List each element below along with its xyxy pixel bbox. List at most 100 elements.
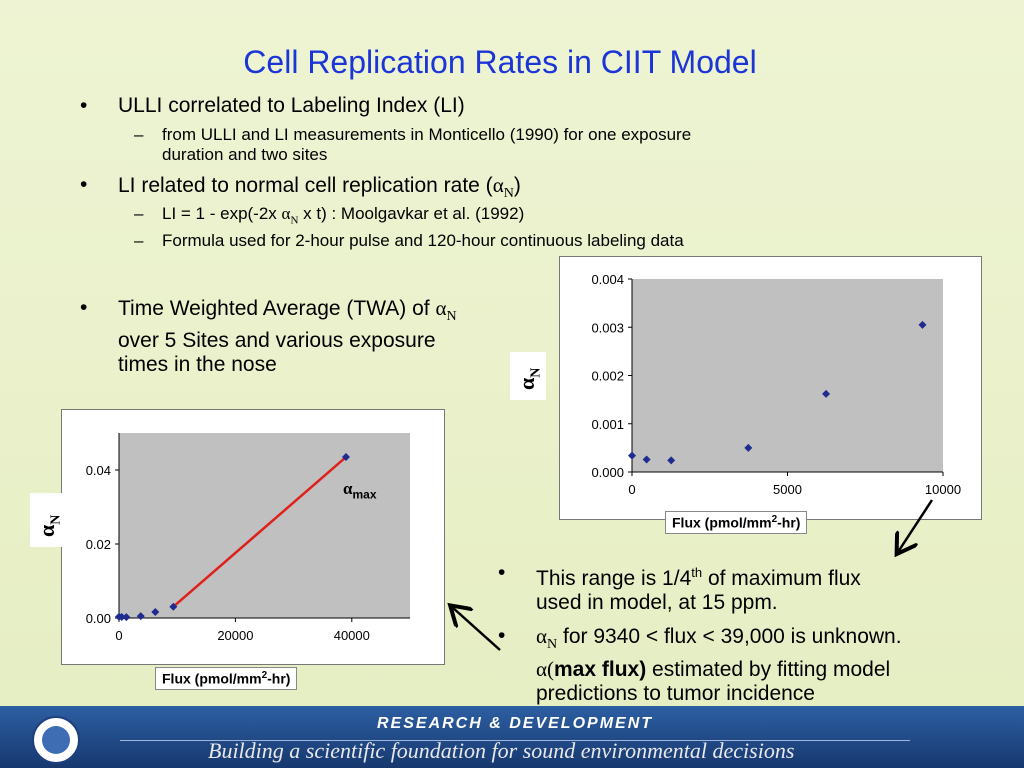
plot-area: [119, 433, 410, 618]
bullet-marker: •: [80, 94, 88, 117]
data-point: [136, 612, 145, 621]
fit-line: [172, 456, 347, 608]
footer-tagline: Building a scientific foundation for sou…: [208, 738, 795, 763]
bullet-text: ): [513, 174, 521, 197]
x-axis-label-sup: 2: [771, 514, 778, 525]
x-axis-label-text: -hr): [777, 514, 801, 531]
x-tick-label: 20000: [217, 628, 253, 643]
sub-bullet-line: duration and two sites: [162, 145, 328, 164]
y-tick-label: 0.02: [86, 537, 111, 552]
data-point: [151, 608, 160, 617]
alpha-subscript: N: [547, 637, 558, 653]
footer-heading: RESEARCH & DEVELOPMENT: [377, 715, 654, 732]
sub-bullet-line: from ULLI and LI measurements in Montice…: [162, 125, 692, 144]
x-axis-label: Flux (pmol/mm2-hr): [155, 667, 298, 690]
sub-bullet-text: x t) : Moolgavkar et al. (1992): [303, 204, 525, 223]
data-point: [117, 613, 126, 622]
alpha-max-annotation: αmax: [343, 479, 377, 501]
y-axis-label: αN: [30, 493, 66, 547]
bullet-text: over 5 Sites and various exposure: [118, 329, 436, 353]
alpha-subscript: N: [503, 186, 514, 202]
data-point: [822, 389, 831, 398]
y-tick-label: 0.04: [86, 463, 111, 478]
alpha-symbol: α: [536, 624, 548, 648]
data-point: [341, 453, 350, 462]
x-axis-label-text: Flux (pmol/mm: [672, 514, 772, 531]
bullet-text: predictions to tumor incidence: [536, 682, 815, 706]
plot-area: [632, 279, 943, 472]
bullet-text: Time Weighted Average (TWA) of: [118, 297, 430, 320]
data-point: [169, 602, 178, 611]
footer-divider: [120, 740, 910, 741]
bullet-text: LI related to normal cell replication ra…: [118, 174, 493, 197]
bullet-marker: •: [498, 624, 506, 647]
data-point: [642, 455, 651, 464]
epa-logo: [32, 716, 80, 764]
x-tick-label: 0: [115, 628, 122, 643]
sub-bullet-text: Formula used for 2-hour pulse and 120-ho…: [162, 231, 684, 250]
bullet-marker: •: [498, 561, 506, 584]
arrow-to-full-chart: [452, 607, 501, 651]
footer-banner: RESEARCH & DEVELOPMENT Building a scient…: [0, 706, 1024, 768]
alpha-symbol: α: [281, 204, 291, 223]
chart-svg: 0.000 0.001 0.002 0.003 0.004 0 5000 10000: [591, 272, 961, 497]
bullet-text: ULLI correlated to Labeling Index (LI): [118, 94, 465, 117]
x-axis-label-text: Flux (pmol/mm: [162, 670, 262, 687]
data-point: [744, 443, 753, 452]
bullet-text: This range is 1/4: [536, 567, 692, 590]
data-point: [918, 320, 927, 329]
bullet-marker: •: [80, 296, 88, 319]
chart-flux-full: 0.00 0.02 0.04 0 20000 40000: [61, 409, 445, 665]
y-tick-label: 0.003: [591, 320, 624, 335]
y-tick-label: 0.004: [591, 272, 624, 287]
dash-marker: –: [134, 204, 144, 223]
sub-bullet-labeling: – Formula used for 2-hour pulse and 120-…: [134, 231, 684, 251]
chart-flux-small: 0.000 0.001 0.002 0.003 0.004 0 5000 10000: [559, 256, 982, 520]
y-tick-label: 0.00: [86, 611, 111, 626]
superscript: th: [691, 565, 703, 580]
x-axis-label-text: -hr): [267, 670, 291, 687]
bullet-ulli: • ULLI correlated to Labeling Index (LI): [80, 94, 465, 118]
data-point: [667, 456, 676, 465]
bullet-twa: • Time Weighted Average (TWA) of αN over…: [80, 296, 457, 377]
slide-title: Cell Replication Rates in CIIT Model: [243, 44, 757, 80]
x-tick-label: 40000: [334, 628, 370, 643]
bullet-text: used in model, at 15 ppm.: [536, 591, 778, 614]
x-tick-label: 5000: [773, 482, 802, 497]
chart-svg: 0.00 0.02 0.04 0 20000 40000: [86, 433, 410, 643]
dash-marker: –: [134, 125, 144, 144]
bullet-text: for 9340 < flux < 39,000 is unknown.: [562, 625, 902, 648]
arrows-layer: [0, 499, 934, 651]
x-tick-label: 0: [628, 482, 635, 497]
bullet-li-related: • LI related to normal cell replication …: [80, 173, 521, 206]
y-axis-label: αN: [510, 352, 546, 400]
annotation-subscript: max: [352, 487, 377, 502]
y-tick-label: 0.001: [591, 417, 624, 432]
alpha-subscript: N: [446, 309, 457, 325]
data-point: [122, 613, 131, 622]
alpha-symbol: α: [435, 296, 447, 320]
bullet-marker: •: [80, 173, 88, 196]
bullet-text: of maximum flux: [707, 567, 861, 590]
bullet-bold-text: max flux): [554, 658, 647, 682]
annotation-symbol: α: [343, 479, 353, 498]
sub-bullet-formula: – LI = 1 - exp(-2x αN x t) : Moolgavkar …: [134, 204, 525, 230]
bullet-text: times in the nose: [118, 353, 277, 377]
bullet-range: • This range is 1/4th of maximum flux us…: [498, 561, 861, 615]
logo-emblem: [42, 726, 70, 754]
x-axis-label-sup: 2: [261, 670, 268, 681]
y-tick-label: 0.002: [591, 369, 624, 384]
alpha-subscript: N: [290, 214, 299, 227]
sub-bullet-monticello: – from ULLI and LI measurements in Monti…: [134, 125, 692, 165]
arrow-to-small-chart: [898, 499, 934, 552]
x-tick-label: 10000: [925, 482, 961, 497]
alpha-symbol: α: [492, 173, 504, 197]
dash-marker: –: [134, 231, 144, 250]
bullet-unknown: • αN for 9340 < flux < 39,000 is unknown…: [498, 624, 902, 706]
y-tick-label: 0.000: [591, 465, 624, 480]
x-axis-label: Flux (pmol/mm2-hr): [665, 511, 808, 534]
data-point: [628, 451, 636, 460]
alpha-symbol: α(: [536, 657, 554, 682]
bullet-text: estimated by fitting model: [652, 658, 891, 682]
sub-bullet-text: LI = 1 - exp(-2x: [162, 204, 277, 223]
